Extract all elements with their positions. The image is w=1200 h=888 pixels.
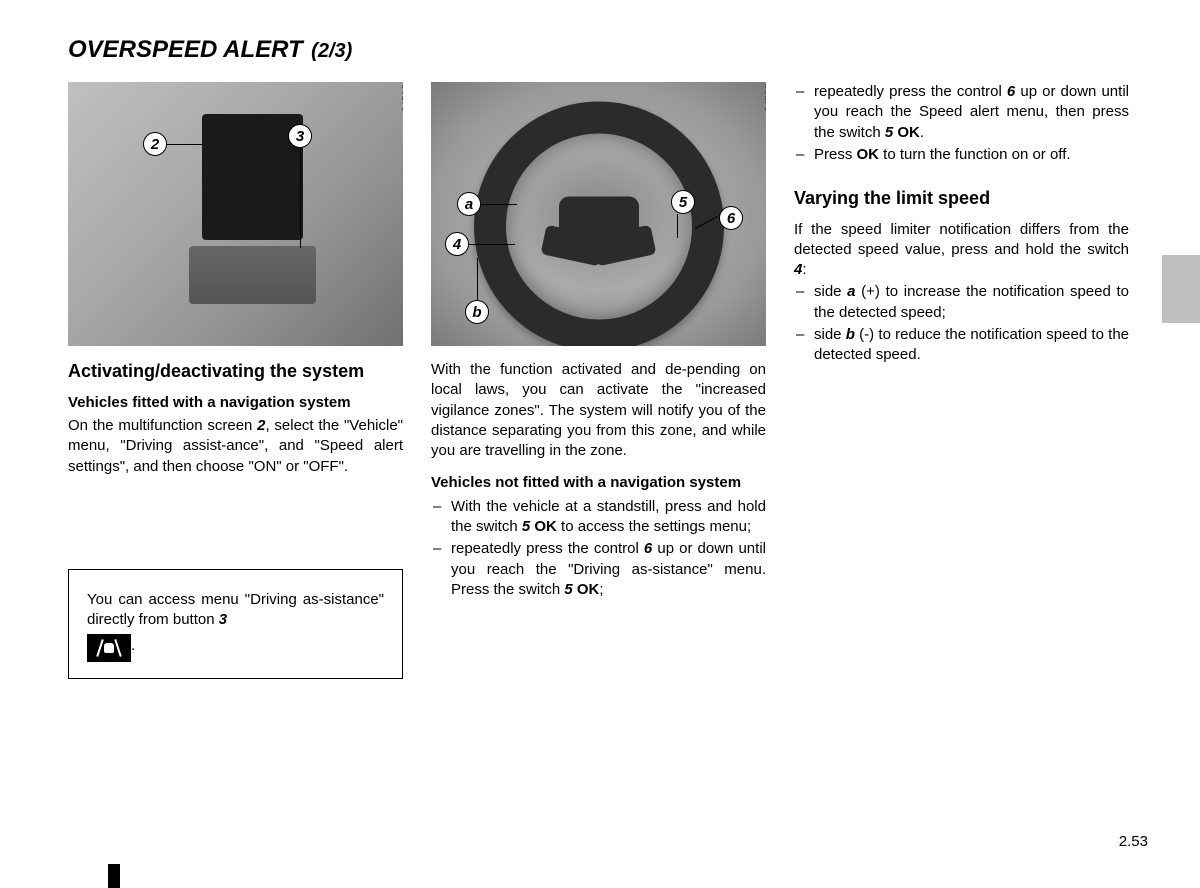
bottom-tab <box>108 864 120 888</box>
section-heading-activating: Activating/deactivating the system <box>68 360 403 383</box>
callout-5: 5 <box>671 190 695 214</box>
column-3: repeatedly press the control 6 up or dow… <box>794 82 1129 679</box>
bullet-press-ok: Press OK to turn the function on or off. <box>794 145 1129 165</box>
page-indicator: (2/3) <box>311 40 352 62</box>
manual-page: OVERSPEED ALERT (2/3) 34503 2 3 Activati… <box>0 0 1200 888</box>
bullet-standstill: With the vehicle at a standstill, press … <box>431 497 766 538</box>
section-heading-varying: Varying the limit speed <box>794 187 1129 210</box>
para-activating: On the multifunction screen 2, select th… <box>68 416 403 477</box>
subheading-nav-fitted: Vehicles fitted with a navigation system <box>68 393 403 413</box>
steering-wheel-figure: 34533 a 4 b 5 6 <box>431 82 766 346</box>
dashboard-figure: 34503 2 3 <box>68 82 403 346</box>
page-title: OVERSPEED ALERT <box>68 36 303 63</box>
page-number: 2.53 <box>1119 833 1148 850</box>
callout-4: 4 <box>445 232 469 256</box>
para-varying: If the speed limiter notification differ… <box>794 220 1129 281</box>
image-code: 34533 <box>764 84 766 112</box>
callout-3: 3 <box>288 124 312 148</box>
image-code: 34503 <box>401 84 403 112</box>
driving-assistance-icon <box>87 634 131 662</box>
note-box: You can access menu "Driving as-sistance… <box>68 569 403 680</box>
callout-b: b <box>465 300 489 324</box>
para-vigilance-zones: With the function activated and de-pendi… <box>431 360 766 461</box>
column-2: 34533 a 4 b 5 6 With the function activa… <box>431 82 766 679</box>
note-text: You can access menu "Driving as-sistance… <box>87 591 384 628</box>
callout-6: 6 <box>719 206 743 230</box>
bullet-press-control: repeatedly press the control 6 up or dow… <box>431 539 766 600</box>
page-header: OVERSPEED ALERT (2/3) <box>68 36 1150 64</box>
column-1: 34503 2 3 Activating/deactivating the sy… <box>68 82 403 679</box>
callout-a: a <box>457 192 481 216</box>
callout-2: 2 <box>143 132 167 156</box>
bullet-side-b: side b (-) to reduce the notification sp… <box>794 325 1129 366</box>
bullet-speed-alert-menu: repeatedly press the control 6 up or dow… <box>794 82 1129 143</box>
subheading-no-nav: Vehicles not fitted with a navigation sy… <box>431 473 766 493</box>
content-columns: 34503 2 3 Activating/deactivating the sy… <box>68 82 1150 679</box>
bullet-side-a: side a (+) to increase the notification … <box>794 282 1129 323</box>
